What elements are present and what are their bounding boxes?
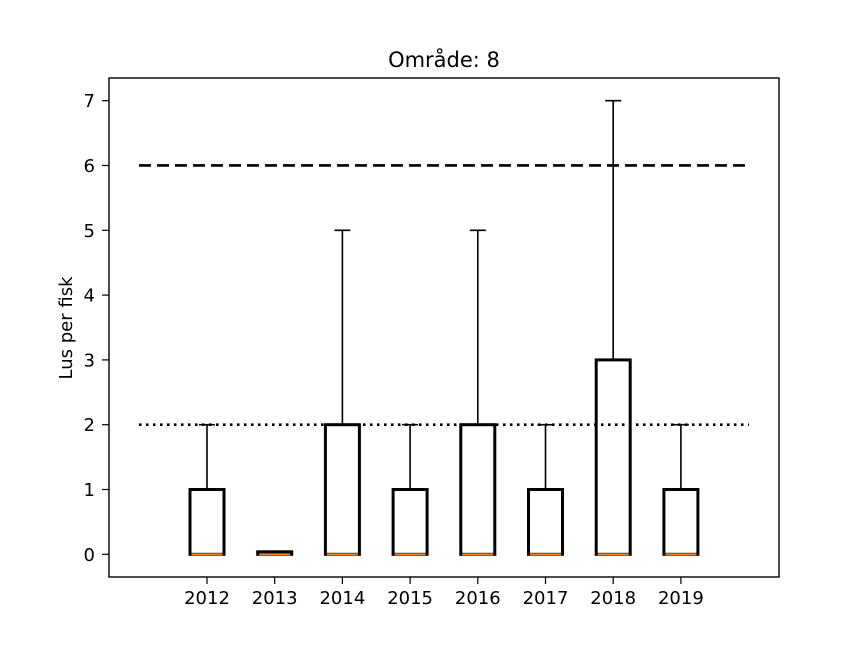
chart-title: Område: 8: [388, 47, 500, 72]
y-tick-label-2: 2: [84, 415, 95, 436]
y-tick-label-1: 1: [84, 480, 95, 501]
plot-area: 0 1 2 3 4 5 6 7 2012 2013 2014 2015 2016 2017 2018 2019: [84, 77, 780, 609]
y-tick-label-4: 4: [84, 286, 95, 307]
y-tick-label-3: 3: [84, 350, 95, 371]
x-tick-label-2019: 2019: [658, 588, 704, 609]
y-tick-label-5: 5: [84, 221, 95, 242]
x-tick-label-2016: 2016: [455, 588, 501, 609]
x-tick-label-2015: 2015: [387, 588, 433, 609]
x-tick-label-2012: 2012: [184, 588, 230, 609]
y-tick-label-0: 0: [84, 545, 95, 566]
axes-frame: [108, 77, 780, 578]
y-tick-label-6: 6: [84, 156, 95, 177]
x-tick-label-2013: 2013: [252, 588, 298, 609]
y-axis-label: Lus per fisk: [56, 276, 77, 380]
x-tick-label-2018: 2018: [590, 588, 636, 609]
x-tick-label-2017: 2017: [523, 588, 569, 609]
y-tick-label-7: 7: [84, 91, 95, 112]
x-tick-label-2014: 2014: [319, 588, 365, 609]
